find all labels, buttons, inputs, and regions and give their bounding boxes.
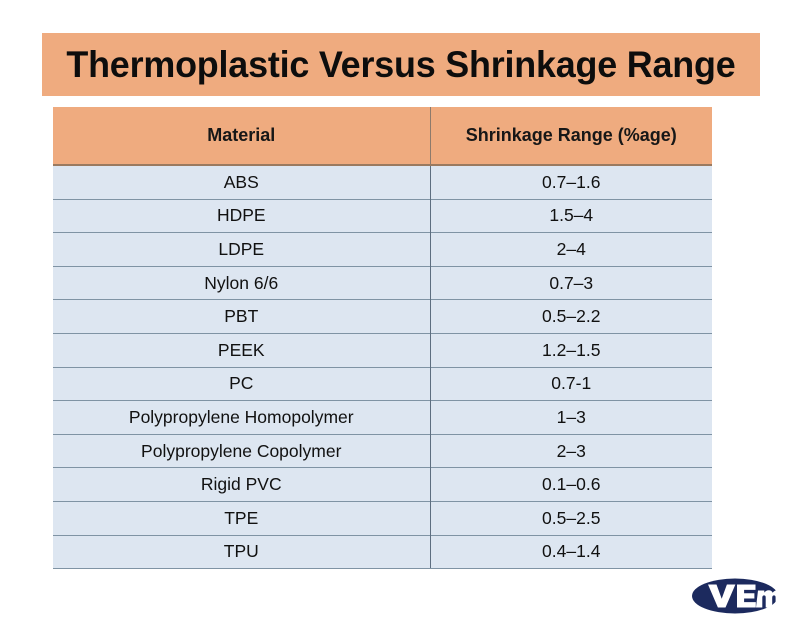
cell-shrinkage-range: 1–3 <box>430 400 712 435</box>
cell-shrinkage-range: 2–3 <box>430 433 712 468</box>
column-header-shrinkage-range: Shrinkage Range (%age) <box>430 107 712 165</box>
cell-material: Rigid PVC <box>53 467 431 502</box>
table-row: HDPE 1.5–4 <box>53 198 712 233</box>
cell-material: TPE <box>53 500 431 536</box>
cell-material: LDPE <box>53 232 431 267</box>
table-row: Polypropylene Copolymer 2–3 <box>53 433 712 468</box>
cell-material: ABS <box>53 165 431 200</box>
table-row: Nylon 6/6 0.7–3 <box>53 265 712 300</box>
cell-shrinkage-range: 0.1–0.6 <box>430 467 712 502</box>
cell-material: PEEK <box>53 332 431 368</box>
page-title: Thermoplastic Versus Shrinkage Range <box>66 44 736 85</box>
table-row: TPU 0.4–1.4 <box>53 534 712 570</box>
cell-shrinkage-range: 0.7–1.6 <box>430 165 712 200</box>
column-header-material: Material <box>53 107 431 165</box>
table-row: ABS 0.7–1.6 <box>53 165 712 200</box>
cell-material: Polypropylene Homopolymer <box>53 400 431 435</box>
title-banner: Thermoplastic Versus Shrinkage Range <box>42 33 760 96</box>
cell-shrinkage-range: 0.4–1.4 <box>430 534 712 570</box>
table-row: Polypropylene Homopolymer 1–3 <box>53 400 712 435</box>
table-header-row: Material Shrinkage Range (%age) <box>53 107 712 165</box>
table-row: TPE 0.5–2.5 <box>53 500 712 536</box>
cell-shrinkage-range: 2–4 <box>430 232 712 267</box>
vem-logo <box>691 576 779 616</box>
cell-shrinkage-range: 0.7-1 <box>430 366 712 401</box>
table-body: ABS 0.7–1.6 HDPE 1.5–4 LDPE 2–4 Nylon 6/6 0.7–3… <box>53 165 712 570</box>
shrinkage-table-container: Material Shrinkage Range (%age) ABS 0.7–1… <box>53 107 712 570</box>
vem-logo-icon <box>692 578 779 614</box>
cell-shrinkage-range: 0.7–3 <box>430 265 712 300</box>
table-row: PC 0.7-1 <box>53 366 712 401</box>
cell-material: HDPE <box>53 198 431 233</box>
table-row: LDPE 2–4 <box>53 232 712 267</box>
cell-material: Nylon 6/6 <box>53 265 431 300</box>
cell-shrinkage-range: 1.2–1.5 <box>430 332 712 368</box>
table-header: Material Shrinkage Range (%age) <box>53 107 712 165</box>
cell-material: PBT <box>53 299 431 334</box>
shrinkage-table: Material Shrinkage Range (%age) ABS 0.7–1… <box>53 107 712 570</box>
cell-shrinkage-range: 0.5–2.5 <box>430 500 712 536</box>
cell-material: PC <box>53 366 431 401</box>
table-row: Rigid PVC 0.1–0.6 <box>53 467 712 502</box>
cell-shrinkage-range: 1.5–4 <box>430 198 712 233</box>
table-row: PEEK 1.2–1.5 <box>53 332 712 368</box>
cell-material: Polypropylene Copolymer <box>53 433 431 468</box>
cell-material: TPU <box>53 534 431 570</box>
cell-shrinkage-range: 0.5–2.2 <box>430 299 712 334</box>
table-row: PBT 0.5–2.2 <box>53 299 712 334</box>
